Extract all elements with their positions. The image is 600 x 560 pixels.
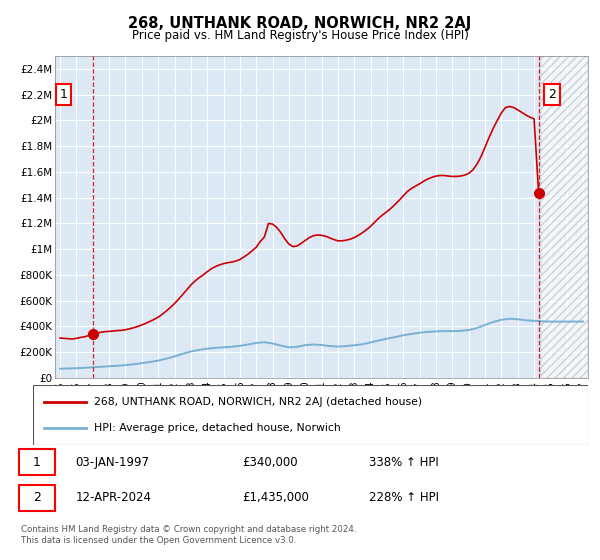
Text: 1: 1 [33,456,41,469]
Text: 338% ↑ HPI: 338% ↑ HPI [369,456,439,469]
Text: 2: 2 [33,492,41,505]
Text: 2: 2 [548,88,556,101]
Text: HPI: Average price, detached house, Norwich: HPI: Average price, detached house, Norw… [94,423,341,433]
Text: Price paid vs. HM Land Registry's House Price Index (HPI): Price paid vs. HM Land Registry's House … [131,29,469,42]
FancyBboxPatch shape [19,485,55,511]
Text: 268, UNTHANK ROAD, NORWICH, NR2 2AJ: 268, UNTHANK ROAD, NORWICH, NR2 2AJ [128,16,472,31]
Text: 268, UNTHANK ROAD, NORWICH, NR2 2AJ (detached house): 268, UNTHANK ROAD, NORWICH, NR2 2AJ (det… [94,396,422,407]
FancyBboxPatch shape [19,449,55,475]
Text: 03-JAN-1997: 03-JAN-1997 [76,456,149,469]
Text: 12-APR-2024: 12-APR-2024 [76,492,151,505]
Text: Contains HM Land Registry data © Crown copyright and database right 2024.
This d: Contains HM Land Registry data © Crown c… [21,525,356,545]
Text: £340,000: £340,000 [242,456,298,469]
Text: 228% ↑ HPI: 228% ↑ HPI [369,492,439,505]
Text: 1: 1 [59,88,67,101]
FancyBboxPatch shape [33,385,588,445]
Text: £1,435,000: £1,435,000 [242,492,309,505]
